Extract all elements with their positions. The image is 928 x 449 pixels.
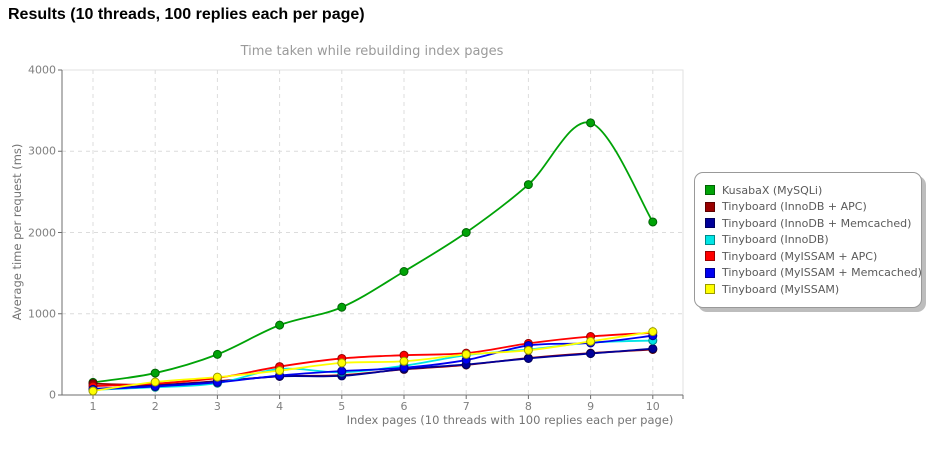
legend-item: Tinyboard (MyISSAM + Memcached) — [705, 265, 922, 282]
data-point — [523, 180, 533, 190]
data-point — [648, 217, 658, 227]
legend-item: KusabaX (MySQLi) — [705, 182, 911, 199]
data-point — [461, 349, 471, 359]
x-tick-label: 5 — [338, 400, 346, 413]
data-point — [586, 349, 596, 359]
data-point — [586, 118, 596, 128]
series-line — [92, 330, 653, 392]
x-tick-label: 2 — [151, 400, 159, 413]
legend-label: Tinyboard (InnoDB) — [722, 233, 829, 247]
legend-swatch-icon — [705, 234, 715, 245]
legend-item: Tinyboard (MyISSAM + APC) — [705, 248, 911, 265]
legend-label: Tinyboard (MyISSAM + Memcached) — [722, 266, 922, 280]
x-tick-label: 7 — [462, 400, 470, 413]
data-point — [523, 353, 533, 363]
y-tick-label: 0 — [49, 388, 56, 402]
data-point — [648, 344, 658, 354]
data-point — [648, 327, 658, 337]
data-point — [523, 345, 533, 355]
data-point — [399, 267, 409, 276]
data-point — [337, 302, 347, 312]
legend-label: Tinyboard (MyISSAM + APC) — [722, 249, 878, 263]
data-point — [212, 372, 222, 382]
data-point — [337, 358, 347, 368]
data-point — [88, 386, 98, 396]
legend-swatch-icon — [705, 185, 715, 196]
x-tick-label: 6 — [400, 400, 408, 413]
legend-label: Tinyboard (MyISSAM) — [722, 282, 840, 296]
data-point — [212, 349, 222, 359]
x-tick-label: 3 — [213, 400, 221, 413]
data-point — [399, 356, 409, 366]
series-line — [92, 331, 653, 387]
legend-swatch-icon — [705, 284, 715, 295]
x-tick-label: 1 — [89, 400, 97, 413]
y-tick-label: 4000 — [28, 63, 56, 77]
legend-label: Tinyboard (InnoDB + Memcached) — [722, 216, 912, 230]
legend-swatch-icon — [705, 201, 715, 212]
x-tick-label: 4 — [276, 400, 284, 413]
legend-label: Tinyboard (InnoDB + APC) — [722, 200, 867, 214]
page-title: Results (10 threads, 100 replies each pe… — [8, 6, 365, 23]
y-tick-label: 3000 — [28, 144, 56, 158]
legend-item: Tinyboard (MyISSAM) — [705, 281, 911, 298]
y-tick-label: 2000 — [28, 226, 56, 239]
x-tick-label: 10 — [645, 400, 660, 413]
legend-swatch-icon — [705, 218, 715, 229]
data-point — [275, 320, 285, 330]
legend-swatch-icon — [705, 267, 715, 278]
x-tick-label: 8 — [524, 400, 532, 413]
data-point — [461, 228, 471, 237]
y-tick-label: 1000 — [28, 307, 56, 321]
chart-title: Time taken while rebuilding index pages — [240, 44, 504, 59]
legend-item: Tinyboard (InnoDB) — [705, 232, 911, 249]
data-point — [337, 366, 347, 376]
y-axis-title: Average time per request (ms) — [10, 143, 24, 321]
legend-swatch-icon — [705, 251, 715, 262]
data-point — [275, 366, 285, 376]
x-axis-title: Index pages (10 threads with 100 replies… — [346, 413, 674, 427]
series-line — [92, 121, 654, 384]
legend-item: Tinyboard (InnoDB + APC) — [705, 199, 911, 216]
legend-label: KusabaX (MySQLi) — [722, 183, 823, 197]
data-point — [586, 336, 596, 346]
series-line — [92, 347, 653, 390]
series-line — [92, 334, 653, 391]
data-point — [150, 368, 160, 378]
data-point — [150, 377, 160, 387]
x-tick-label: 9 — [587, 400, 595, 413]
legend-item: Tinyboard (InnoDB + Memcached) — [705, 215, 911, 232]
legend: KusabaX (MySQLi) Tinyboard (InnoDB + APC)… — [694, 172, 922, 308]
